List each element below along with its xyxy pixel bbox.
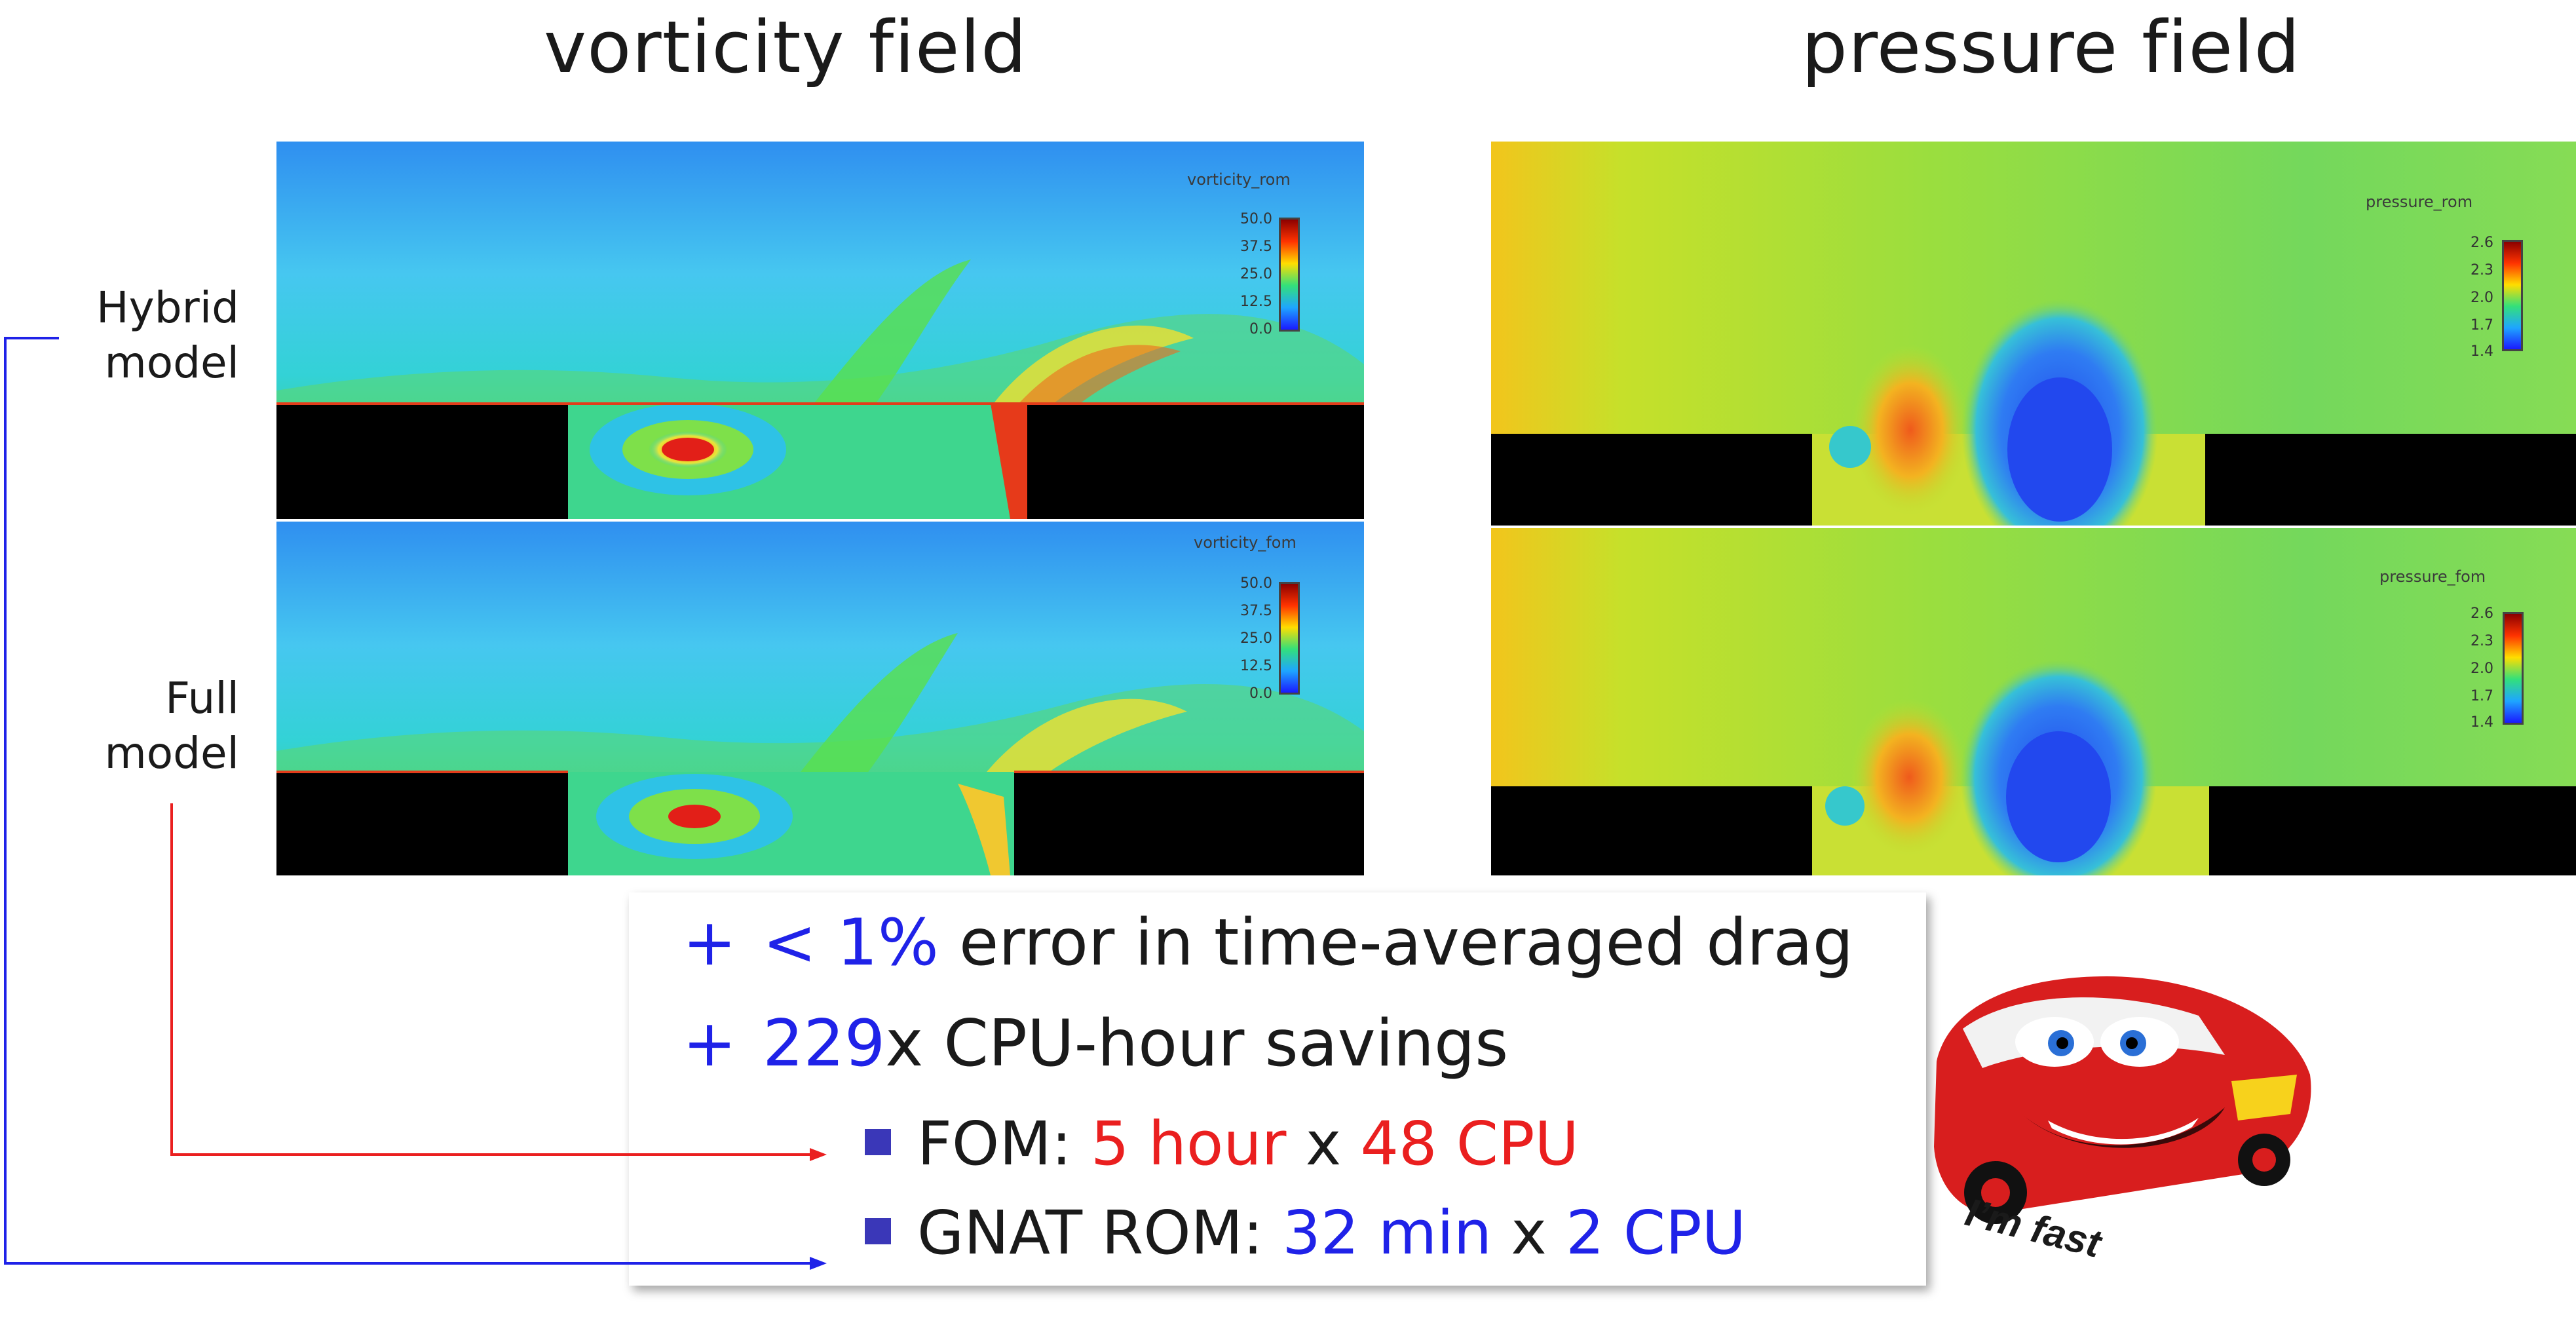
- fom-label: FOM:: [917, 1109, 1072, 1179]
- vorticity-rom-panel: vorticity_rom 50.0 37.5 25.0 12.5 0.0: [276, 142, 1364, 519]
- summary-line-savings: +229x CPU-hour savings: [683, 1006, 1508, 1081]
- rom-cpu: 2 CPU: [1566, 1198, 1746, 1268]
- tick: 1.7: [2471, 317, 2493, 334]
- tick: 1.7: [2471, 688, 2493, 704]
- colorbar-vorticity-fom: [1279, 582, 1300, 695]
- savings-value: 229: [763, 1006, 886, 1081]
- plus-symbol: +: [683, 1006, 737, 1081]
- tick: 50.0: [1240, 575, 1272, 592]
- red-arrowhead-icon: [810, 1148, 827, 1161]
- drag-error-text: error in time-averaged drag: [959, 906, 1853, 980]
- tick: 25.0: [1240, 630, 1272, 647]
- full-model-label: Full model: [29, 671, 239, 781]
- tick: 2.3: [2471, 262, 2493, 278]
- vorticity-fom-panel: vorticity_fom 50.0 37.5 25.0 12.5 0.0: [276, 522, 1364, 875]
- tick: 37.5: [1240, 239, 1272, 255]
- summary-line-rom: GNAT ROM: 32 min x 2 CPU: [865, 1198, 1746, 1268]
- colorbar-title-pressure-rom: pressure_rom: [2366, 193, 2473, 211]
- times-symbol: x: [1511, 1198, 1547, 1268]
- rom-label: GNAT ROM:: [917, 1198, 1264, 1268]
- colorbar-pressure-fom: [2503, 612, 2524, 725]
- colorbar-pressure-rom: [2502, 240, 2523, 351]
- vorticity-title: vorticity field: [544, 5, 1027, 89]
- tick: 2.6: [2471, 605, 2493, 622]
- race-car-illustration: [1934, 976, 2311, 1224]
- tick: 2.0: [2471, 660, 2493, 677]
- hybrid-label-line2: model: [104, 337, 239, 388]
- hybrid-label-line1: Hybrid: [96, 282, 239, 333]
- tick: 1.4: [2471, 714, 2493, 731]
- tick: 12.5: [1240, 658, 1272, 674]
- vorticity-rom-plot: [276, 142, 1364, 519]
- summary-line-drag-error: + < 1% error in time-averaged drag: [683, 906, 1853, 980]
- tick: 37.5: [1240, 603, 1272, 619]
- tick: 12.5: [1240, 294, 1272, 310]
- fom-cpu: 48 CPU: [1360, 1109, 1579, 1179]
- blue-connector-arrow: [4, 337, 812, 1265]
- drag-error-value: < 1%: [763, 906, 939, 980]
- tick: 50.0: [1240, 211, 1272, 227]
- fom-time: 5 hour: [1090, 1109, 1287, 1179]
- red-connector-arrow: [170, 803, 812, 1156]
- bullet-square-icon: [865, 1129, 891, 1155]
- pressure-rom-plot: [1491, 142, 2576, 526]
- rom-time: 32 min: [1282, 1198, 1492, 1268]
- colorbar-title-vorticity-rom: vorticity_rom: [1187, 170, 1291, 189]
- bullet-square-icon: [865, 1218, 891, 1244]
- full-label-line2: model: [104, 728, 239, 778]
- colorbar-title-vorticity-fom: vorticity_fom: [1194, 533, 1297, 552]
- plus-symbol: +: [683, 906, 737, 980]
- pressure-fom-plot: [1491, 528, 2576, 875]
- summary-box: + < 1% error in time-averaged drag +229x …: [629, 892, 1926, 1286]
- pressure-fom-panel: pressure_fom 2.6 2.3 2.0 1.7 1.4: [1491, 528, 2576, 875]
- summary-line-fom: FOM: 5 hour x 48 CPU: [865, 1109, 1579, 1179]
- tick: 2.6: [2471, 235, 2493, 251]
- pressure-title: pressure field: [1802, 5, 2301, 89]
- tick: 2.3: [2471, 633, 2493, 649]
- hybrid-model-label: Hybrid model: [29, 280, 239, 391]
- blue-arrowhead-icon: [810, 1257, 827, 1270]
- tick: 0.0: [1249, 321, 1272, 337]
- savings-text: x CPU-hour savings: [885, 1006, 1509, 1081]
- tick: 1.4: [2471, 343, 2493, 360]
- pressure-rom-panel: pressure_rom 2.6 2.3 2.0 1.7 1.4: [1491, 142, 2576, 526]
- tick: 2.0: [2471, 290, 2493, 306]
- vorticity-fom-plot: [276, 522, 1364, 875]
- colorbar-title-pressure-fom: pressure_fom: [2379, 567, 2486, 586]
- full-label-line1: Full: [165, 673, 239, 723]
- colorbar-vorticity-rom: [1279, 218, 1300, 332]
- times-symbol: x: [1305, 1109, 1342, 1179]
- tick: 0.0: [1249, 685, 1272, 702]
- tick: 25.0: [1240, 266, 1272, 282]
